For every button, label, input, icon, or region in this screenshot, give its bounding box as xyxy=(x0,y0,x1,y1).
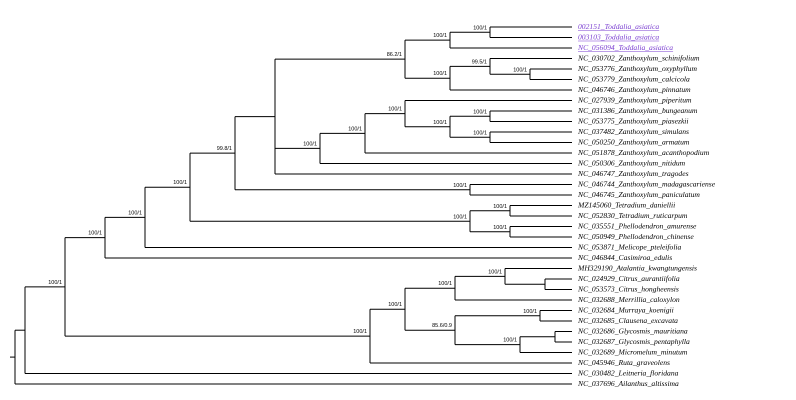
support-label: 100/1 xyxy=(128,210,142,216)
leaf-label: NC_052830_Tetradium_ruticarpum xyxy=(577,211,688,220)
support-label: 100/1 xyxy=(48,280,62,286)
leaf-label: NC_053871_Melicope_pteleifolia xyxy=(577,242,682,251)
support-label: 99.8/1 xyxy=(217,146,232,152)
leaf-label: NC_053776_Zanthoxylum_oxyphyllum xyxy=(577,64,697,73)
leaf-label: NC_053573_Citrus_hongheensis xyxy=(577,284,679,293)
support-label: 100/1 xyxy=(493,225,507,231)
leaf-label: NC_027939_Zanthoxylum_piperitum xyxy=(577,95,692,104)
leaf-label: NC_045946_Ruta_graveolens xyxy=(577,358,670,367)
leaf-label: NC_046844_Casimiroa_edulis xyxy=(577,253,672,262)
leaf-label: NC_050949_Phellodendron_chinense xyxy=(577,232,694,241)
support-label: 100/1 xyxy=(348,126,362,132)
leaf-label: NC_032688_Merrillia_caloxylon xyxy=(577,295,680,304)
leaf-label: 003103_Toddalia_asiatica xyxy=(578,32,659,41)
support-label: 100/1 xyxy=(488,269,502,275)
leaf-label: NC_053775_Zanthoxylum_piasezkii xyxy=(577,116,689,125)
leaf-label: NC_053779_Zanthoxylum_calcicola xyxy=(577,74,690,83)
support-label: 100/1 xyxy=(353,329,367,335)
support-label: 100/1 xyxy=(503,338,517,344)
leaf-label: NC_032684_Murraya_koenigii xyxy=(577,305,674,314)
support-label: 100/1 xyxy=(433,33,447,39)
leaf-label: NC_051878_Zanthoxylum_acanthopodium xyxy=(577,148,710,157)
leaf-label: NC_037696_Ailanthus_altissima xyxy=(577,379,679,388)
support-label: 100/1 xyxy=(523,309,537,315)
support-label: 100/1 xyxy=(453,183,467,189)
leaf-label: NC_037482_Zanthoxylum_simulans xyxy=(577,127,689,136)
leaf-label: NC_035551_Phellodendron_amurense xyxy=(577,221,697,230)
leaf-label: NC_024929_Citrus_aurantiifolia xyxy=(577,274,680,283)
leaf-label: NC_030702_Zanthoxylum_schinifolium xyxy=(577,53,700,62)
support-label: 85.6/0.9 xyxy=(432,323,452,329)
leaf-label: 002151_Toddalia_asiatica xyxy=(578,22,659,31)
support-label: 100/1 xyxy=(513,67,527,73)
leaf-label: NC_056094_Toddalia_asiatica xyxy=(577,43,673,52)
leaf-label: NC_046746_Zanthoxylum_pinnatum xyxy=(577,85,691,94)
support-label: 100/1 xyxy=(473,109,487,115)
leaf-label: NC_046747_Zanthoxylum_tragodes xyxy=(577,169,689,178)
leaf-label: NC_032687_Glycosmis_pentaphylla xyxy=(577,337,690,346)
support-label: 100/1 xyxy=(388,302,402,308)
leaf-label: NC_032686_Glycosmis_mauritiana xyxy=(577,326,688,335)
support-label: 100/1 xyxy=(453,214,467,220)
leaf-label: NC_046744_Zanthoxylum_madagascariense xyxy=(577,179,716,188)
leaf-label: MZ145060_Tetradium_daniellii xyxy=(577,200,675,209)
support-label: 86.2/1 xyxy=(387,52,402,58)
support-label: 100/1 xyxy=(493,204,507,210)
support-label: 100/1 xyxy=(473,130,487,136)
support-label: 100/1 xyxy=(303,141,317,147)
leaf-label: NC_032689_Micromelum_minutum xyxy=(577,347,688,356)
leaf-label: MH329190_Atalantia_kwangtungensis xyxy=(577,263,697,272)
leaf-label: NC_032685_Clausena_excavata xyxy=(577,316,678,325)
support-label: 100/1 xyxy=(388,107,402,113)
leaf-label: NC_031386_Zanthoxylum_bungeanum xyxy=(577,106,698,115)
leaf-label: NC_050306_Zanthoxylum_nitidum xyxy=(577,158,686,167)
support-label: 100/1 xyxy=(433,120,447,126)
support-label: 100/1 xyxy=(173,180,187,186)
support-label: 99.5/1 xyxy=(472,59,487,65)
support-label: 100/1 xyxy=(473,25,487,31)
leaf-label: NC_030482_Leitneria_floridana xyxy=(577,368,679,377)
leaf-label: NC_046745_Zanthoxylum_paniculatum xyxy=(577,190,700,199)
support-label: 100/1 xyxy=(438,281,452,287)
support-label: 100/1 xyxy=(433,71,447,77)
leaf-label: NC_050250_Zanthoxylum_armatum xyxy=(577,137,690,146)
support-label: 100/1 xyxy=(88,231,102,237)
